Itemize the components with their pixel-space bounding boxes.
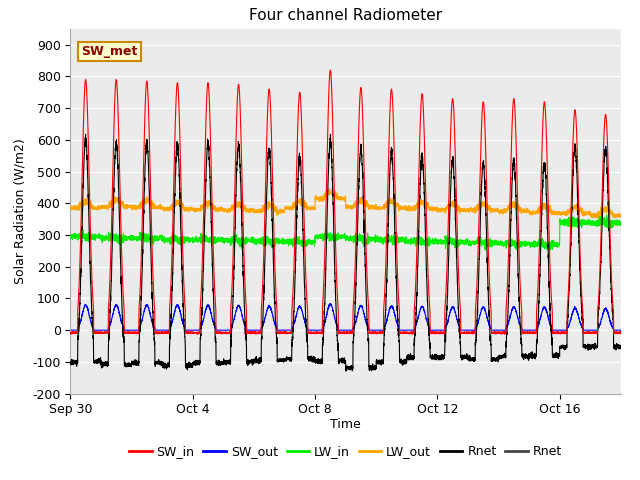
Text: SW_met: SW_met	[81, 45, 138, 58]
X-axis label: Time: Time	[330, 418, 361, 431]
Y-axis label: Solar Radiation (W/m2): Solar Radiation (W/m2)	[13, 138, 27, 284]
Legend: SW_in, SW_out, LW_in, LW_out, Rnet, Rnet: SW_in, SW_out, LW_in, LW_out, Rnet, Rnet	[124, 440, 567, 463]
Title: Four channel Radiometer: Four channel Radiometer	[249, 9, 442, 24]
